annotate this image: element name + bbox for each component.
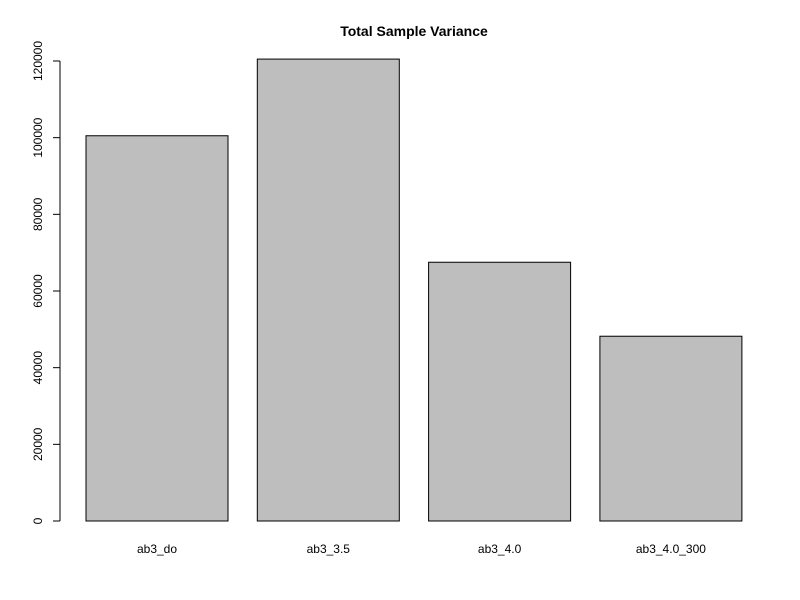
x-category-label: ab3_3.5: [307, 542, 351, 556]
x-category-label: ab3_do: [137, 542, 177, 556]
chart-title: Total Sample Variance: [340, 23, 488, 39]
y-tick-label: 0: [31, 517, 45, 524]
y-tick-label: 80000: [31, 197, 45, 231]
bar: [85, 135, 229, 522]
y-tick-label: 120000: [31, 41, 45, 81]
x-axis-labels: ab3_do ab3_3.5 ab3_4.0 ab3_4.0_300: [137, 542, 706, 556]
y-axis: 0 20000 40000 60000 80000 100000 120000: [31, 41, 61, 524]
bar: [599, 335, 743, 522]
y-tick-label: 100000: [31, 117, 45, 157]
bar: [256, 58, 400, 522]
y-tick-label: 40000: [31, 351, 45, 385]
x-category-label: ab3_4.0_300: [636, 542, 706, 556]
bar: [428, 261, 572, 522]
bars: [85, 58, 743, 522]
y-tick-label: 60000: [31, 274, 45, 308]
x-category-label: ab3_4.0: [478, 542, 522, 556]
y-tick-label: 20000: [31, 427, 45, 461]
